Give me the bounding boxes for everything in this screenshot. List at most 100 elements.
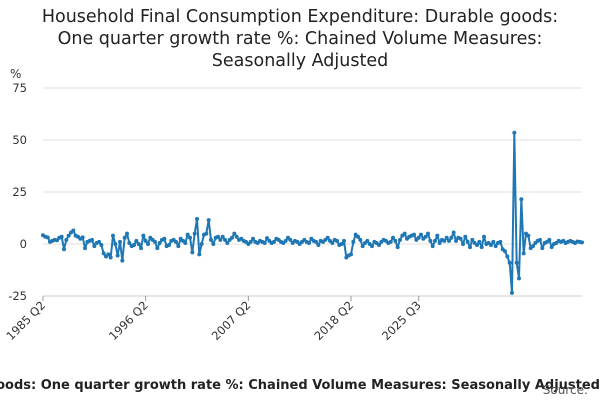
data-point <box>206 218 211 223</box>
x-tick-label: 1996 Q2 <box>106 298 151 343</box>
data-point <box>307 240 311 245</box>
data-point <box>183 240 188 245</box>
data-point <box>493 244 498 249</box>
data-point <box>232 231 237 236</box>
data-point <box>395 245 400 250</box>
data-point <box>470 237 475 242</box>
data-point <box>430 244 435 249</box>
data-point <box>248 239 253 244</box>
data-point <box>503 249 507 254</box>
gridlines <box>43 87 582 297</box>
data-point <box>510 290 514 295</box>
data-point <box>517 276 521 281</box>
data-point <box>423 234 428 239</box>
data-point <box>64 237 69 242</box>
data-point <box>433 238 437 243</box>
data-point <box>442 238 447 243</box>
data-point <box>62 247 66 252</box>
data-point <box>358 237 363 242</box>
y-tick-label: -25 <box>8 289 27 303</box>
data-point <box>211 242 216 246</box>
data-point <box>45 235 50 240</box>
data-point <box>176 244 181 249</box>
data-point <box>146 242 150 246</box>
data-point <box>342 238 346 243</box>
data-point <box>547 237 552 242</box>
data-point <box>512 130 517 135</box>
data-point <box>288 237 293 242</box>
data-point <box>143 238 148 243</box>
x-tick-label: 2025 Q3 <box>379 298 424 343</box>
data-point <box>531 244 535 249</box>
data-point <box>514 260 519 265</box>
data-point <box>377 243 381 248</box>
data-point <box>316 243 321 248</box>
data-point <box>216 234 220 239</box>
data-point <box>449 235 454 240</box>
chart-title-line: Household Final Consumption Expenditure:… <box>41 7 559 27</box>
data-point <box>71 228 76 233</box>
data-point <box>167 243 171 248</box>
data-point <box>519 197 524 202</box>
data-point <box>444 235 449 240</box>
data-point <box>538 237 542 242</box>
data-point <box>477 239 482 244</box>
y-axis-unit-label: % <box>10 67 21 81</box>
data-point <box>120 258 125 263</box>
chart-title: Household Final Consumption Expenditure:… <box>0 6 600 72</box>
data-point <box>111 233 115 238</box>
data-point <box>66 233 71 238</box>
data-point <box>498 239 503 244</box>
data-point <box>155 246 160 251</box>
data-point <box>118 239 122 244</box>
x-tick-label: 2007 Q2 <box>209 298 254 343</box>
y-tick-label: 50 <box>12 133 27 147</box>
data-series <box>41 130 584 295</box>
data-point <box>491 239 496 244</box>
x-tick-label: 1985 Q2 <box>3 298 48 343</box>
data-point <box>83 246 87 251</box>
series-line <box>42 131 583 294</box>
data-point <box>458 236 463 241</box>
data-point <box>234 234 239 239</box>
data-point <box>127 240 132 245</box>
data-point <box>398 237 402 242</box>
data-point <box>157 240 162 245</box>
data-point <box>139 246 143 251</box>
data-point <box>59 234 64 239</box>
chart-title-line: Seasonally Adjusted <box>211 51 389 71</box>
data-point <box>454 238 458 243</box>
data-point <box>416 235 421 240</box>
data-point <box>365 238 370 243</box>
data-point <box>489 243 493 248</box>
x-tick-label: 2018 Q2 <box>311 298 356 343</box>
data-point <box>521 251 526 256</box>
data-point <box>325 235 330 240</box>
data-point <box>272 239 276 244</box>
data-point <box>428 238 433 243</box>
data-point <box>463 234 468 239</box>
data-point <box>199 242 204 246</box>
data-point <box>461 242 465 246</box>
data-point <box>115 253 120 258</box>
data-point <box>479 245 484 250</box>
data-point <box>218 237 223 242</box>
axes: -25 0 25 50 75 1985 Q2 1996 Q2 2007 Q2 2018 Q2 20… <box>3 81 582 343</box>
data-point <box>185 232 190 237</box>
data-point <box>335 238 339 243</box>
data-point <box>134 238 139 243</box>
data-point <box>526 233 531 238</box>
data-point <box>55 238 59 243</box>
data-point <box>402 231 407 236</box>
data-point <box>580 240 584 245</box>
data-point <box>435 233 440 238</box>
data-point <box>97 239 101 244</box>
data-point <box>223 237 227 242</box>
data-point <box>141 233 146 238</box>
data-point <box>419 232 423 237</box>
data-point <box>540 246 545 251</box>
data-point <box>505 254 510 259</box>
data-point <box>230 235 234 240</box>
data-point <box>507 260 512 265</box>
